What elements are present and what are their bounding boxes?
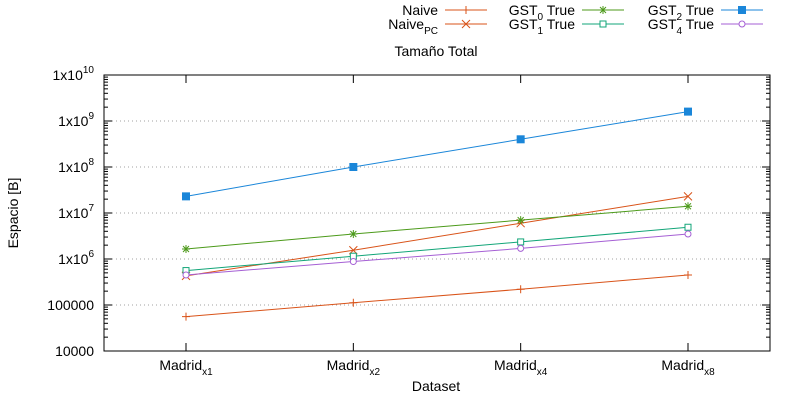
data-point bbox=[349, 229, 358, 238]
legend-entry: Naive bbox=[402, 2, 487, 18]
legend-label: Naive bbox=[402, 2, 438, 18]
data-point bbox=[738, 20, 746, 28]
x-axis-label: Dataset bbox=[412, 378, 460, 394]
series-gst1 bbox=[182, 223, 692, 275]
legend-label: GST2 True bbox=[648, 2, 714, 23]
data-point bbox=[461, 19, 471, 29]
y-tick-label: 100000 bbox=[47, 297, 94, 313]
y-tick-label: 1x1010 bbox=[53, 65, 95, 83]
y-axis-label: Espacio [B] bbox=[5, 178, 21, 249]
series-line bbox=[185, 226, 689, 272]
legend-entry: GST2 True bbox=[648, 2, 763, 23]
data-point bbox=[349, 258, 357, 266]
data-point bbox=[517, 238, 525, 246]
y-tick-label: 1x108 bbox=[58, 157, 94, 175]
legend-label: GST1 True bbox=[509, 16, 575, 37]
data-point bbox=[349, 163, 358, 171]
series-naive bbox=[182, 270, 692, 321]
legend-label: GST0 True bbox=[509, 2, 575, 23]
series-line bbox=[185, 233, 689, 276]
chart-title: Tamaño Total bbox=[394, 43, 477, 59]
y-tick-label: 1x109 bbox=[58, 111, 94, 129]
series-line bbox=[185, 205, 689, 250]
data-point bbox=[182, 244, 190, 253]
data-point bbox=[516, 135, 525, 144]
data-point bbox=[517, 244, 525, 252]
data-point bbox=[599, 20, 607, 28]
data-point bbox=[599, 6, 607, 14]
x-tick-label: Madridx8 bbox=[661, 357, 715, 378]
y-tick-label: 1x106 bbox=[58, 249, 94, 267]
series-group bbox=[181, 107, 693, 321]
data-point bbox=[182, 271, 190, 279]
grid-lines bbox=[104, 120, 770, 306]
legend-label: NaivePC bbox=[388, 16, 438, 37]
data-point bbox=[683, 192, 693, 201]
y-tick-label: 10000 bbox=[55, 343, 94, 359]
x-tick-label: Madridx2 bbox=[327, 357, 381, 378]
data-point bbox=[182, 312, 190, 321]
series-line bbox=[185, 274, 689, 318]
x-axis: Madridx1 Madridx2 Madridx4 Madridx8 bbox=[159, 75, 715, 378]
x-tick-label: Madridx4 bbox=[494, 357, 548, 378]
data-point bbox=[738, 6, 746, 14]
data-point bbox=[684, 107, 692, 116]
data-point bbox=[462, 6, 470, 14]
series-gst4 bbox=[182, 230, 692, 279]
legend-entry: GST1 True bbox=[509, 16, 624, 37]
data-point bbox=[349, 298, 358, 307]
series-line bbox=[185, 111, 689, 197]
legend-entry: NaivePC bbox=[388, 16, 487, 37]
legend-entry: GST4 True bbox=[648, 16, 763, 37]
series-gst0 bbox=[182, 202, 692, 253]
data-point bbox=[684, 230, 692, 238]
legend-label: GST4 True bbox=[648, 16, 714, 37]
data-point bbox=[684, 270, 692, 279]
series-gst2 bbox=[182, 107, 692, 201]
data-point bbox=[684, 223, 692, 231]
series-naivepc bbox=[181, 192, 693, 281]
data-point bbox=[516, 216, 525, 225]
data-point bbox=[182, 192, 190, 201]
data-point bbox=[516, 285, 525, 294]
data-point bbox=[684, 202, 692, 211]
x-tick-label: Madridx1 bbox=[159, 357, 213, 378]
y-tick-label: 1x107 bbox=[58, 203, 94, 221]
y-axis: 10000 100000 1x106 1x107 1x108 1x109 1x1010 bbox=[47, 65, 770, 359]
legend-entry: GST0 True bbox=[509, 2, 624, 23]
